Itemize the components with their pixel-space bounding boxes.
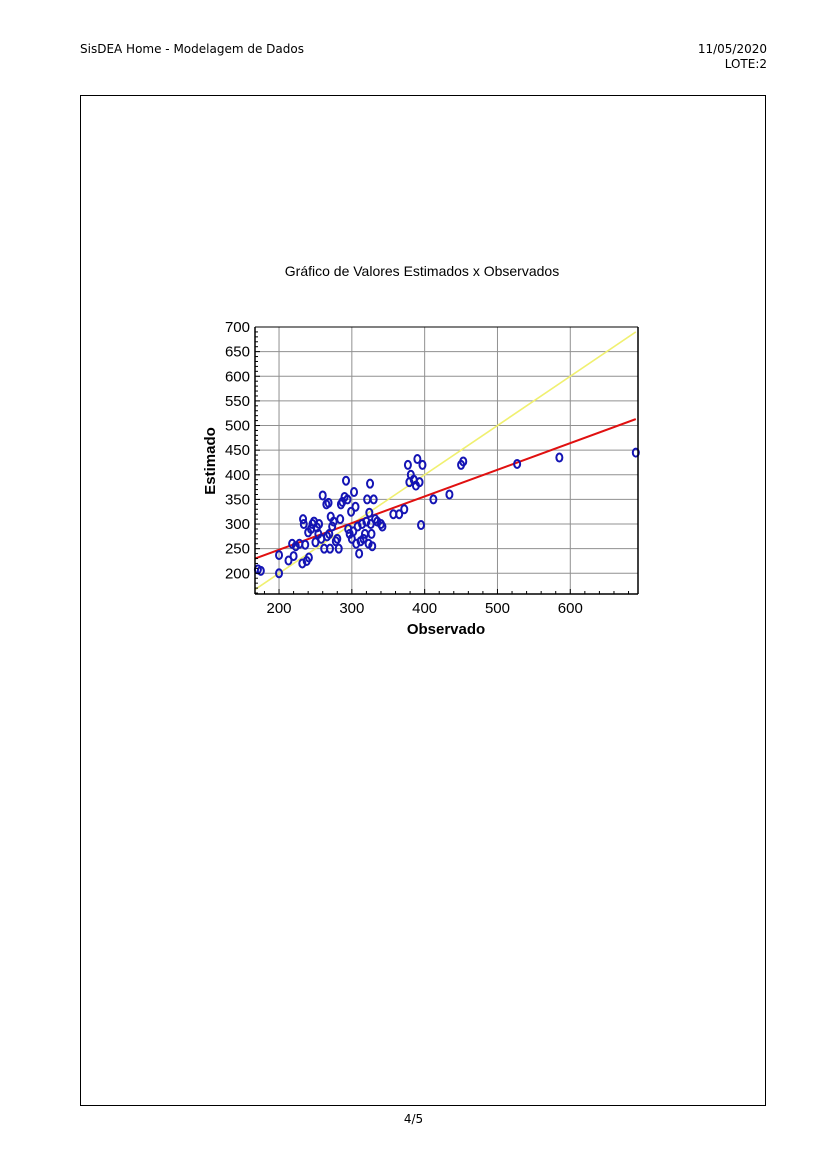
data-point	[342, 475, 351, 486]
data-point	[365, 507, 374, 518]
data-point	[304, 552, 313, 563]
data-point	[299, 519, 308, 530]
data-point	[334, 543, 343, 554]
data-point	[336, 514, 345, 525]
report-frame	[80, 95, 766, 1106]
x-tick-label: 300	[339, 600, 364, 617]
y-tick-label: 300	[225, 516, 250, 533]
data-point	[631, 447, 640, 458]
data-point	[355, 548, 364, 559]
data-point	[368, 541, 377, 552]
axis-layer: 200 250 300 350 400 450 500 550 600 650 700 200 300 4…	[225, 319, 639, 617]
x-tick-label: 200	[267, 600, 292, 617]
data-point	[378, 521, 387, 532]
data-point	[459, 456, 468, 467]
data-point	[555, 452, 564, 463]
y-tick-label: 400	[225, 467, 250, 484]
data-point	[413, 454, 422, 465]
data-point	[289, 551, 298, 562]
data-point	[403, 459, 412, 470]
data-point	[513, 458, 522, 469]
data-point	[329, 516, 338, 527]
y-axis-label: Estimado	[202, 427, 219, 495]
y-tick-label: 450	[225, 442, 250, 459]
header-meta: 11/05/2020 LOTE:2	[698, 42, 767, 72]
data-point	[445, 489, 454, 500]
data-point	[418, 459, 427, 470]
data-point	[324, 497, 333, 508]
y-tick-label: 500	[225, 418, 250, 435]
data-point	[347, 506, 356, 517]
y-tick-label: 550	[225, 393, 250, 410]
y-tick-label: 350	[225, 491, 250, 508]
data-point	[349, 526, 358, 537]
data-point	[275, 568, 284, 579]
data-point	[318, 490, 327, 501]
data-point	[301, 539, 310, 550]
data-point	[328, 521, 337, 532]
data-point	[367, 528, 376, 539]
data-point	[343, 494, 352, 505]
point-layer	[253, 447, 640, 579]
data-point	[351, 501, 360, 512]
data-point	[366, 519, 375, 530]
y-tick-label: 200	[225, 565, 250, 582]
data-point	[350, 487, 359, 498]
y-tick-label: 250	[225, 541, 250, 558]
data-point	[395, 509, 404, 520]
x-tick-label: 600	[558, 600, 583, 617]
y-tick-label: 700	[225, 319, 250, 336]
data-point	[256, 565, 265, 576]
data-point	[284, 555, 293, 566]
data-point	[333, 533, 342, 544]
identity-line	[254, 331, 637, 591]
data-point	[275, 550, 284, 561]
data-point	[415, 477, 424, 488]
y-tick-label: 650	[225, 344, 250, 361]
x-axis-label: Observado	[407, 621, 485, 638]
data-point	[369, 494, 378, 505]
data-point	[315, 519, 324, 530]
x-tick-label: 400	[412, 600, 437, 617]
x-tick-label: 500	[485, 600, 510, 617]
data-point	[325, 543, 334, 554]
data-point	[417, 520, 426, 531]
header-date: 11/05/2020	[697, 42, 767, 56]
header-lote: LOTE:2	[724, 57, 767, 71]
data-point	[359, 533, 368, 544]
page-number: 4/5	[403, 1112, 424, 1126]
data-point	[299, 514, 308, 525]
header-app-title: SisDEA Home - Modelagem de Dados	[80, 42, 304, 56]
data-point	[429, 494, 438, 505]
data-point	[366, 478, 375, 489]
data-point	[400, 504, 409, 515]
chart-title: Gráfico de Valores Estimados x Observado…	[285, 263, 559, 279]
y-tick-label: 600	[225, 368, 250, 385]
